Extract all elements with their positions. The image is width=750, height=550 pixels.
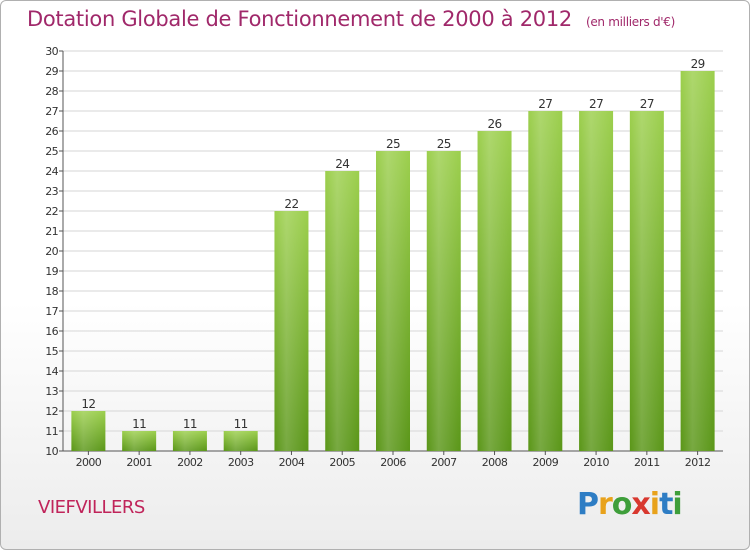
bar-highlight [172, 431, 207, 451]
bar-highlight [122, 431, 157, 451]
x-tick-label-2003: 2003 [228, 456, 254, 469]
logo-letter: x [631, 487, 650, 522]
x-tick-label-2006: 2006 [380, 456, 406, 469]
x-tick-label-2007: 2007 [431, 456, 457, 469]
y-tick-label: 17 [45, 305, 58, 318]
x-tick-label-2011: 2011 [634, 456, 660, 469]
value-label-2001: 11 [132, 417, 146, 431]
labels: 10 11 12 13 14 15 16 17 18 19 20 21 22 23 24 25 26 27 28 29… [45, 45, 711, 469]
x-tick-label-2012: 2012 [685, 456, 711, 469]
y-tick-label: 24 [45, 165, 58, 178]
x-tick-label-2009: 2009 [533, 456, 559, 469]
x-tick-label-2001: 2001 [126, 456, 152, 469]
bars [71, 71, 715, 451]
bar-highlight [274, 211, 309, 451]
value-label-2004: 22 [284, 197, 298, 211]
value-label-2012: 29 [691, 57, 705, 71]
x-tick-label-2002: 2002 [177, 456, 203, 469]
logo-letter: i [672, 487, 682, 522]
y-tick-label: 18 [45, 285, 58, 298]
chart-title: Dotation Globale de Fonctionnement de 20… [27, 7, 675, 31]
commune-name: VIEFVILLERS [38, 497, 145, 518]
bar-highlight [579, 111, 614, 451]
y-tick-label: 22 [45, 205, 58, 218]
proxiti-logo[interactable]: Proxiti [577, 487, 683, 522]
logo-letter: P [577, 487, 599, 522]
y-tick-label: 23 [45, 185, 58, 198]
chart-title-text: Dotation Globale de Fonctionnement de 20… [27, 7, 572, 31]
bar-highlight [71, 411, 106, 451]
bar-highlight [629, 111, 664, 451]
y-tick-label: 21 [45, 225, 58, 238]
value-label-2006: 25 [386, 137, 400, 151]
chart-unit: (en milliers d'€) [585, 15, 675, 29]
logo-letter: i [649, 487, 660, 522]
value-label-2009: 27 [538, 97, 552, 111]
x-tick-label-2004: 2004 [279, 456, 305, 469]
y-tick-label: 15 [45, 345, 58, 358]
x-tick-label-2000: 2000 [76, 456, 102, 469]
y-tick-label: 16 [45, 325, 58, 338]
y-tick-label: 29 [45, 65, 58, 78]
y-tick-label: 25 [45, 145, 58, 158]
y-tick-label: 13 [45, 385, 58, 398]
x-tick-label-2010: 2010 [583, 456, 609, 469]
y-tick-label: 28 [45, 85, 58, 98]
y-tick-label: 14 [45, 365, 58, 378]
bar-highlight [426, 151, 461, 451]
y-tick-label: 20 [45, 245, 58, 258]
y-tick-label: 11 [45, 425, 58, 438]
value-label-2003: 11 [234, 417, 248, 431]
x-tick-label-2005: 2005 [329, 456, 355, 469]
x-tick-label-2008: 2008 [482, 456, 508, 469]
value-label-2008: 26 [487, 117, 501, 131]
logo-letter: r [598, 487, 613, 522]
value-label-2002: 11 [183, 417, 197, 431]
bar-highlight [528, 111, 563, 451]
y-tick-label: 27 [45, 105, 58, 118]
value-label-2010: 27 [589, 97, 603, 111]
bar-highlight [477, 131, 512, 451]
value-label-2005: 24 [335, 157, 349, 171]
bar-highlight [376, 151, 410, 451]
logo-letter: o [611, 487, 633, 522]
bar-highlight [325, 171, 360, 451]
bar-highlight [680, 71, 715, 451]
value-label-2007: 25 [437, 137, 451, 151]
value-label-2011: 27 [640, 97, 654, 111]
y-tick-label: 10 [45, 445, 58, 458]
y-tick-label: 19 [45, 265, 58, 278]
logo-letter: t [659, 487, 673, 522]
bar-highlight [223, 431, 258, 451]
y-tick-label: 30 [45, 45, 58, 58]
y-tick-label: 26 [45, 125, 58, 138]
value-label-2000: 12 [81, 397, 95, 411]
y-tick-label: 12 [45, 405, 58, 418]
